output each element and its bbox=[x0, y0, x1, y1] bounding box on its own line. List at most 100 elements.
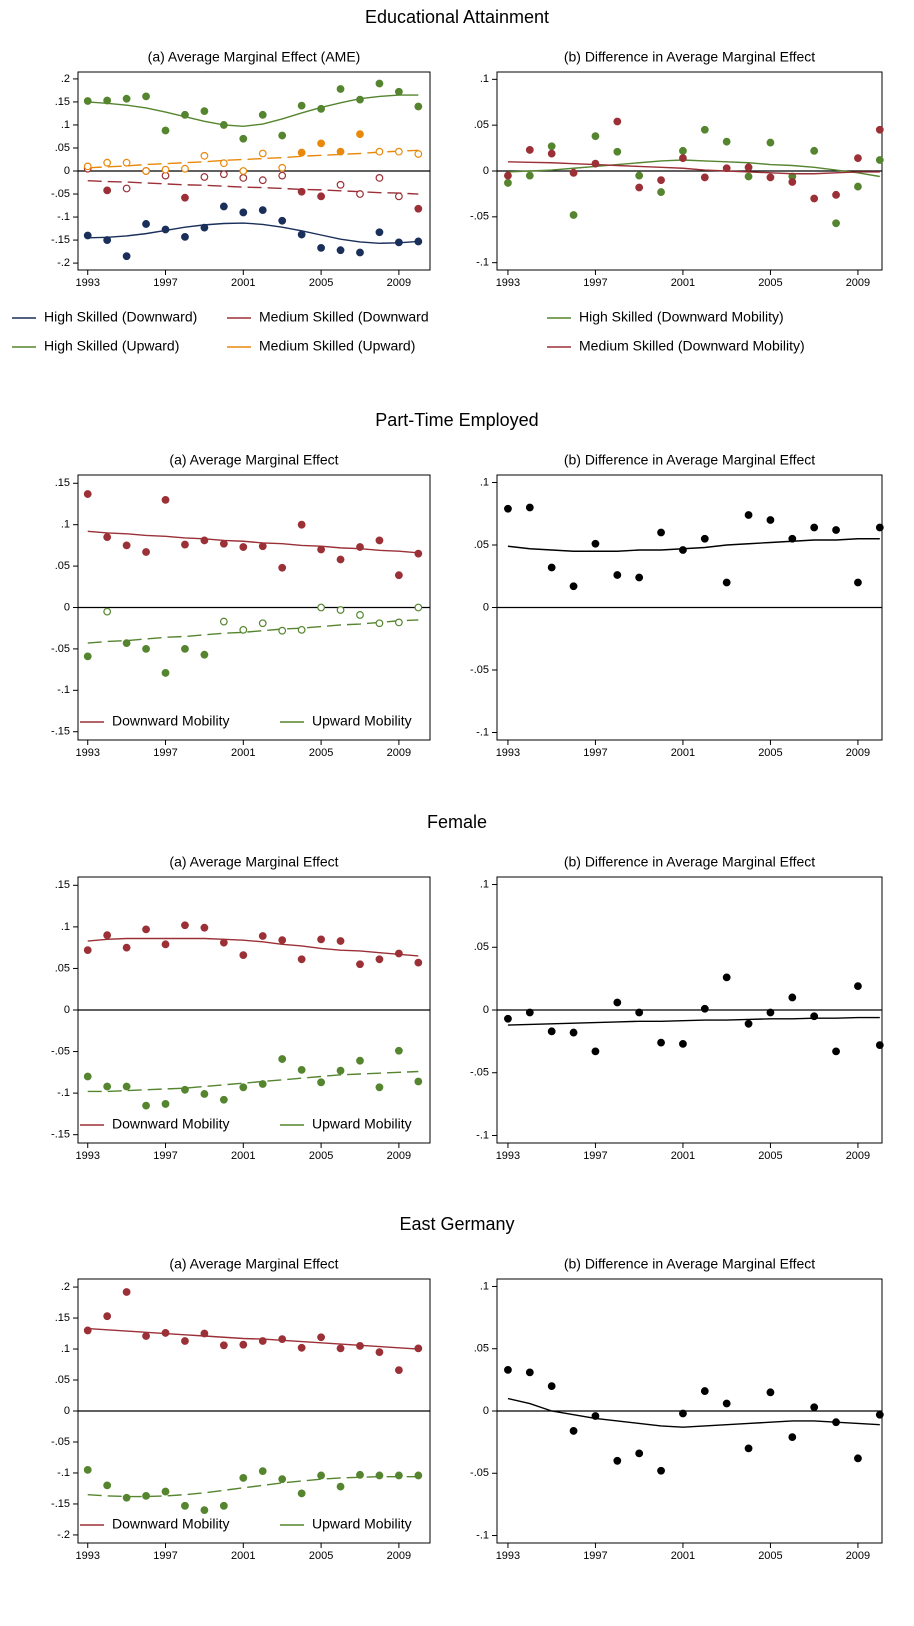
x-tick-label: 1993 bbox=[75, 747, 99, 759]
data-point bbox=[375, 147, 384, 156]
data-point bbox=[356, 248, 364, 257]
panel-title: (b) Difference in Average Marginal Effec… bbox=[564, 1256, 815, 1272]
y-tick-label: 0 bbox=[64, 1405, 70, 1417]
x-tick-label: 1997 bbox=[583, 1550, 607, 1562]
data-point bbox=[414, 603, 423, 612]
data-point bbox=[832, 526, 840, 534]
data-point bbox=[239, 208, 248, 217]
data-point bbox=[591, 159, 600, 168]
data-point bbox=[810, 194, 819, 203]
data-point bbox=[142, 1492, 150, 1500]
data-point bbox=[591, 539, 600, 548]
data-point bbox=[766, 516, 775, 524]
section-heading: Educational Attainment bbox=[365, 7, 549, 27]
x-tick-label: 2005 bbox=[309, 1550, 333, 1562]
y-tick-label: 0 bbox=[64, 165, 70, 177]
data-point bbox=[832, 1047, 840, 1056]
data-point bbox=[591, 1412, 600, 1420]
data-point bbox=[103, 533, 112, 542]
x-tick-label: 2009 bbox=[387, 277, 411, 289]
data-point bbox=[766, 1008, 775, 1017]
data-point bbox=[278, 1335, 287, 1344]
data-point bbox=[394, 618, 403, 627]
data-point bbox=[547, 142, 556, 151]
x-tick-label: 1993 bbox=[75, 277, 99, 289]
x-tick-label: 2009 bbox=[387, 747, 411, 759]
fit-line bbox=[87, 222, 419, 244]
fit-line bbox=[507, 1397, 880, 1428]
data-point bbox=[356, 611, 364, 619]
data-point bbox=[219, 1501, 228, 1510]
data-point bbox=[679, 146, 687, 155]
y-tick-label: -.1 bbox=[476, 257, 489, 269]
data-point bbox=[103, 1481, 112, 1490]
y-tick-label: .1 bbox=[480, 73, 489, 85]
data-point bbox=[722, 1399, 731, 1408]
data-point bbox=[219, 170, 228, 179]
y-tick-label: .1 bbox=[61, 1343, 70, 1355]
data-point bbox=[375, 1471, 384, 1480]
data-point bbox=[336, 1344, 345, 1353]
data-point bbox=[142, 645, 150, 653]
data-point bbox=[875, 1041, 884, 1050]
data-point bbox=[278, 131, 287, 140]
x-tick-label: 2001 bbox=[231, 1550, 255, 1562]
data-point bbox=[297, 625, 306, 634]
y-tick-label: -.1 bbox=[57, 684, 70, 696]
data-point bbox=[394, 147, 403, 156]
data-point bbox=[613, 571, 622, 579]
y-tick-label: -.15 bbox=[51, 1498, 70, 1510]
y-tick-label: .05 bbox=[474, 941, 489, 953]
data-point bbox=[414, 1344, 423, 1353]
panel-title: (a) Average Marginal Effect (AME) bbox=[148, 49, 361, 65]
y-tick-label: .05 bbox=[55, 142, 70, 154]
data-point bbox=[356, 1342, 364, 1350]
data-point bbox=[722, 164, 731, 173]
x-tick-label: 2005 bbox=[309, 747, 333, 759]
legend-label: Medium Skilled (Upward) bbox=[259, 338, 415, 354]
data-point bbox=[122, 94, 131, 103]
x-tick-label: 2009 bbox=[387, 1550, 411, 1562]
data-point bbox=[569, 211, 578, 219]
data-point bbox=[181, 110, 189, 119]
y-tick-label: -.05 bbox=[51, 1045, 70, 1057]
data-point bbox=[297, 230, 306, 239]
data-point bbox=[547, 149, 556, 158]
data-point bbox=[200, 536, 209, 545]
panel-title: (a) Average Marginal Effect bbox=[169, 1256, 338, 1272]
legend-label: Downward Mobility bbox=[112, 1116, 229, 1132]
data-point bbox=[161, 225, 170, 234]
data-point bbox=[414, 102, 423, 111]
data-point bbox=[414, 150, 423, 158]
data-point bbox=[375, 1083, 384, 1092]
data-point bbox=[181, 1501, 189, 1510]
x-tick-label: 2009 bbox=[846, 277, 870, 289]
x-tick-label: 2001 bbox=[671, 747, 695, 759]
data-point bbox=[525, 503, 534, 512]
data-point bbox=[219, 1095, 228, 1104]
data-point bbox=[854, 578, 862, 587]
data-point bbox=[635, 183, 644, 192]
legend-label: Medium Skilled (Downward Mobility) bbox=[579, 338, 805, 354]
data-point bbox=[297, 1489, 306, 1498]
data-point bbox=[239, 134, 248, 143]
y-tick-label: -.05 bbox=[51, 643, 70, 655]
data-point bbox=[103, 1312, 112, 1321]
data-point bbox=[722, 578, 731, 587]
y-tick-label: .05 bbox=[55, 560, 70, 572]
x-tick-label: 1997 bbox=[583, 277, 607, 289]
data-point bbox=[657, 1038, 665, 1047]
data-point bbox=[700, 125, 709, 134]
data-point bbox=[317, 1471, 325, 1480]
data-point bbox=[278, 1055, 287, 1063]
data-point bbox=[356, 543, 364, 551]
y-tick-label: -.05 bbox=[470, 211, 489, 223]
data-point bbox=[375, 619, 384, 628]
x-tick-label: 2005 bbox=[758, 1150, 782, 1162]
data-point bbox=[181, 921, 189, 930]
data-point bbox=[394, 238, 403, 247]
data-point bbox=[547, 1382, 556, 1390]
data-point bbox=[103, 186, 112, 195]
panel-title: (a) Average Marginal Effect bbox=[169, 854, 338, 870]
